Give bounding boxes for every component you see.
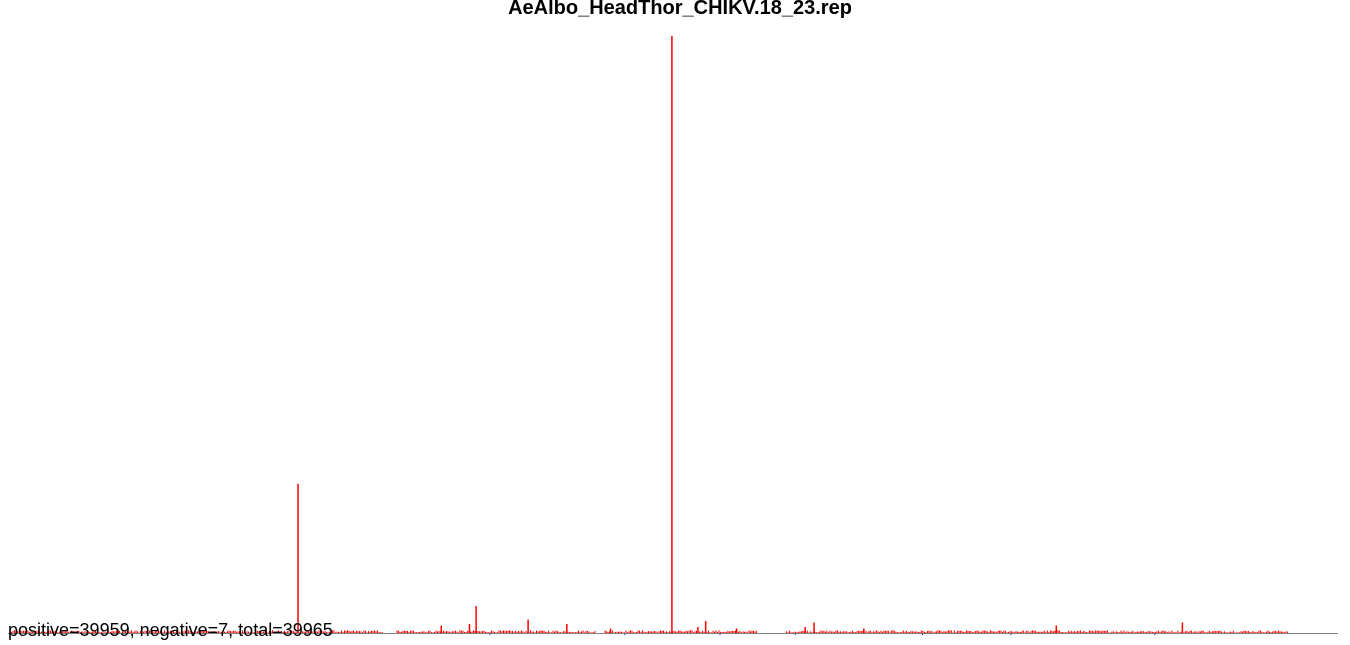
positive-bars: [297, 36, 1184, 633]
low-coverage-segment: [785, 630, 1288, 633]
low-coverage-segment: [604, 630, 757, 633]
low-coverage-layer: [9, 630, 1288, 633]
low-coverage-segment: [396, 630, 596, 633]
low-coverage-segment: [9, 630, 383, 633]
summary-text: positive=39959, negative=7, total=39965: [8, 620, 333, 640]
chart-title: AeAlbo_HeadThor_CHIKV.18_23.rep: [508, 0, 852, 19]
